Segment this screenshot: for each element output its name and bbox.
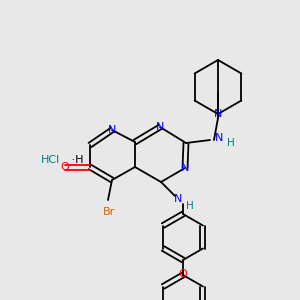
Text: N: N bbox=[181, 163, 189, 173]
Text: N: N bbox=[215, 133, 224, 143]
Text: N: N bbox=[108, 125, 116, 135]
Text: N: N bbox=[174, 194, 182, 204]
Text: H: H bbox=[227, 138, 235, 148]
Text: N: N bbox=[214, 109, 222, 119]
Text: O: O bbox=[61, 162, 69, 172]
Text: ·H: ·H bbox=[68, 155, 83, 165]
Text: H: H bbox=[186, 201, 194, 211]
Text: HCl: HCl bbox=[40, 155, 60, 165]
Text: O: O bbox=[178, 269, 188, 279]
Text: N: N bbox=[156, 122, 164, 132]
Text: Br: Br bbox=[103, 207, 115, 217]
